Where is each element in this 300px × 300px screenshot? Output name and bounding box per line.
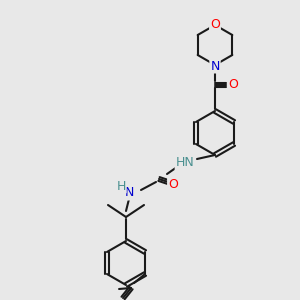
Text: O: O	[210, 17, 220, 31]
Text: O: O	[168, 178, 178, 191]
Text: O: O	[228, 79, 238, 92]
Text: H: H	[116, 179, 126, 193]
Text: N: N	[124, 187, 134, 200]
Text: N: N	[210, 59, 220, 73]
Text: HN: HN	[176, 157, 194, 169]
